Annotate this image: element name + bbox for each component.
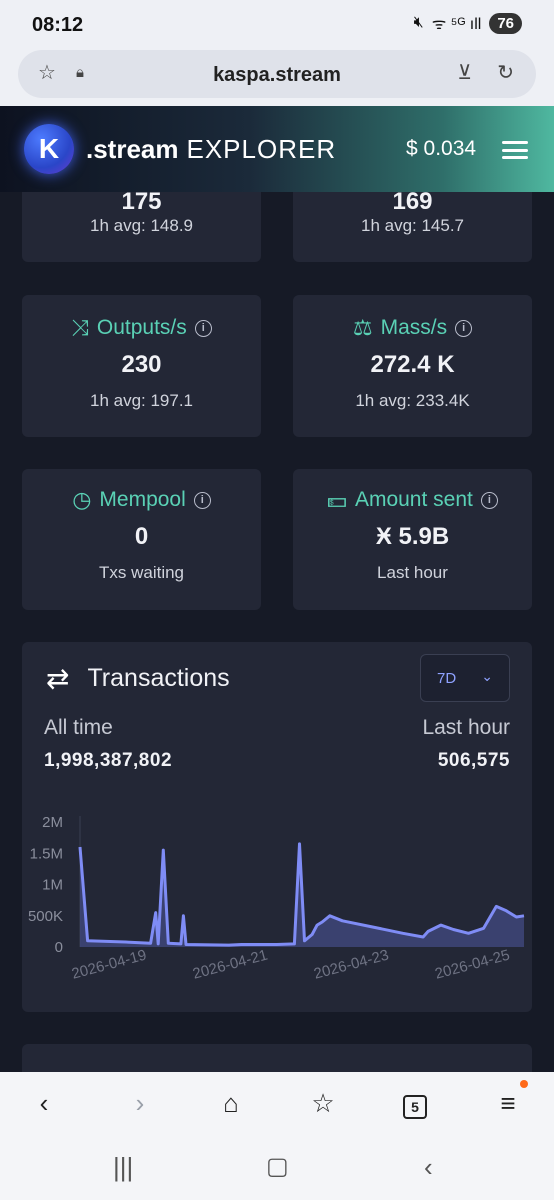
- y-tick-label: 500K: [28, 908, 63, 925]
- home-icon[interactable]: ⌂: [223, 1088, 239, 1118]
- kaspa-price: $ 0.034: [406, 137, 477, 160]
- stat-value: 169: [392, 188, 433, 215]
- system-nav-bar: ||| ▢ ‹: [0, 1138, 554, 1200]
- logo-letter: K: [38, 133, 60, 164]
- stat-avg: 1h avg: 148.9: [89, 216, 194, 235]
- brand-name: .stream: [86, 134, 179, 164]
- last-hour-value: 506,575: [437, 750, 510, 771]
- transactions-title: Transactions: [87, 664, 230, 692]
- signal-icon: ᯤ ⁵ᴳ ıll: [431, 16, 482, 33]
- y-tick-label: 0: [55, 939, 63, 956]
- stat-title: 💵︎ Amount sent i: [293, 487, 532, 513]
- y-tick-label: 1.5M: [30, 845, 63, 862]
- address-bar[interactable]: ☆ 🔒︎ kaspa.stream ⊻ ↻: [18, 50, 536, 98]
- recents-icon[interactable]: |||: [113, 1152, 134, 1182]
- outputs-icon: ⤨: [71, 315, 89, 340]
- money-icon: 💵︎: [327, 487, 347, 512]
- x-tick-label: 2026-04-23: [312, 947, 391, 983]
- browser-toolbar: ‹ › ⌂ ☆ 5 ≡: [0, 1072, 554, 1138]
- chevron-down-icon: ⌄: [481, 668, 493, 684]
- stat-title-text: Outputs/s: [96, 316, 187, 339]
- reload-icon[interactable]: ↻: [497, 62, 514, 84]
- stat-avg: 1h avg: 145.7: [360, 216, 465, 235]
- series-line: [78, 842, 525, 947]
- stat-card-amount-sent: 💵︎ Amount sent i Ӿ 5.9B Last hour: [293, 469, 532, 610]
- stat-card-top-left: 175 1h avg: 148.9: [22, 188, 261, 262]
- stat-value: 230: [121, 351, 162, 378]
- info-icon[interactable]: i: [194, 319, 212, 337]
- stat-card-mempool: ◷ Mempool i 0 Txs waiting: [22, 469, 261, 610]
- url-text[interactable]: kaspa.stream: [213, 64, 341, 86]
- all-time-label: All time: [44, 716, 113, 739]
- tab-count: 5: [403, 1095, 427, 1119]
- y-tick-label: 1M: [42, 877, 63, 894]
- stat-title: ⚖︎ Mass/s i: [293, 315, 532, 341]
- status-time: 08:12: [32, 14, 84, 36]
- stat-title-text: Mempool: [99, 488, 186, 511]
- star-icon[interactable]: ☆: [38, 62, 56, 84]
- brand-suffix: EXPLORER: [186, 134, 337, 164]
- stat-sub: Last hour: [377, 563, 448, 582]
- transactions-panel: ⇄ Transactions 7D ⌄ All time 1,998,387,8…: [22, 642, 532, 1012]
- x-tick-label: 2026-04-25: [433, 947, 512, 983]
- transactions-header: ⇄ Transactions: [46, 662, 230, 695]
- back-nav-icon[interactable]: ‹: [424, 1152, 433, 1182]
- info-icon[interactable]: i: [455, 319, 473, 337]
- stat-title-text: Amount sent: [354, 488, 473, 511]
- tabs-button[interactable]: 5: [395, 1088, 435, 1124]
- mute-icon: 🔇︎: [413, 14, 424, 31]
- all-time-value: 1,998,387,802: [44, 750, 173, 771]
- status-icons: 🔇︎ ᯤ ⁵ᴳ ıll 76: [414, 12, 522, 34]
- kaspa-logo[interactable]: K: [24, 124, 74, 174]
- stat-card-mass: ⚖︎ Mass/s i 272.4 K 1h avg: 233.4K: [293, 295, 532, 437]
- stat-value: 272.4 K: [370, 351, 455, 378]
- notification-dot: [520, 1080, 528, 1088]
- home-nav-icon[interactable]: ▢: [266, 1153, 289, 1180]
- weight-icon: ⚖︎: [352, 315, 373, 340]
- x-tick-label: 2026-04-21: [191, 947, 270, 983]
- range-select-value: 7D: [437, 670, 457, 687]
- site-header: K .stream EXPLORER $ 0.034: [0, 106, 554, 192]
- menu-icon[interactable]: [502, 141, 528, 159]
- back-icon[interactable]: ‹: [39, 1088, 49, 1118]
- stat-avg: 1h avg: 233.4K: [355, 391, 470, 410]
- download-icon[interactable]: ⊻: [457, 62, 472, 84]
- stat-value: 0: [134, 523, 149, 550]
- stat-value: Ӿ 5.9B: [375, 523, 450, 550]
- bookmarks-icon[interactable]: ☆: [311, 1088, 335, 1118]
- forward-icon[interactable]: ›: [135, 1088, 145, 1118]
- stat-card-outputs: ⤨ Outputs/s i 230 1h avg: 197.1: [22, 295, 261, 437]
- range-select[interactable]: 7D ⌄: [420, 654, 510, 702]
- lock-icon: 🔒︎: [76, 64, 84, 81]
- info-icon[interactable]: i: [193, 491, 211, 509]
- swap-icon: ⇄: [46, 663, 70, 694]
- browser-menu-icon[interactable]: ≡: [500, 1088, 516, 1118]
- stat-title-text: Mass/s: [380, 316, 448, 339]
- transactions-chart[interactable]: 0 500K 1M 1.5M 2M 2026-04-19 2026-04-21 2026-04…: [22, 802, 532, 1012]
- stat-title: ◷ Mempool i: [22, 487, 261, 513]
- clock-icon: ◷: [72, 487, 92, 512]
- stat-value: 175: [121, 188, 162, 215]
- stat-card-top-right: 169 1h avg: 145.7: [293, 188, 532, 262]
- stat-avg: 1h avg: 197.1: [89, 391, 194, 410]
- browser-address-area: ☆ 🔒︎ kaspa.stream ⊻ ↻: [0, 44, 554, 106]
- stat-sub: Txs waiting: [98, 563, 185, 582]
- info-icon[interactable]: i: [480, 491, 498, 509]
- y-tick-label: 2M: [42, 814, 63, 831]
- stat-title: ⤨ Outputs/s i: [22, 315, 261, 341]
- battery-indicator: 76: [489, 12, 522, 34]
- last-hour-label: Last hour: [422, 716, 510, 739]
- x-tick-label: 2026-04-19: [70, 947, 149, 983]
- status-bar: 08:12 🔇︎ ᯤ ⁵ᴳ ıll 76: [0, 0, 554, 44]
- brand[interactable]: .stream EXPLORER: [86, 134, 336, 165]
